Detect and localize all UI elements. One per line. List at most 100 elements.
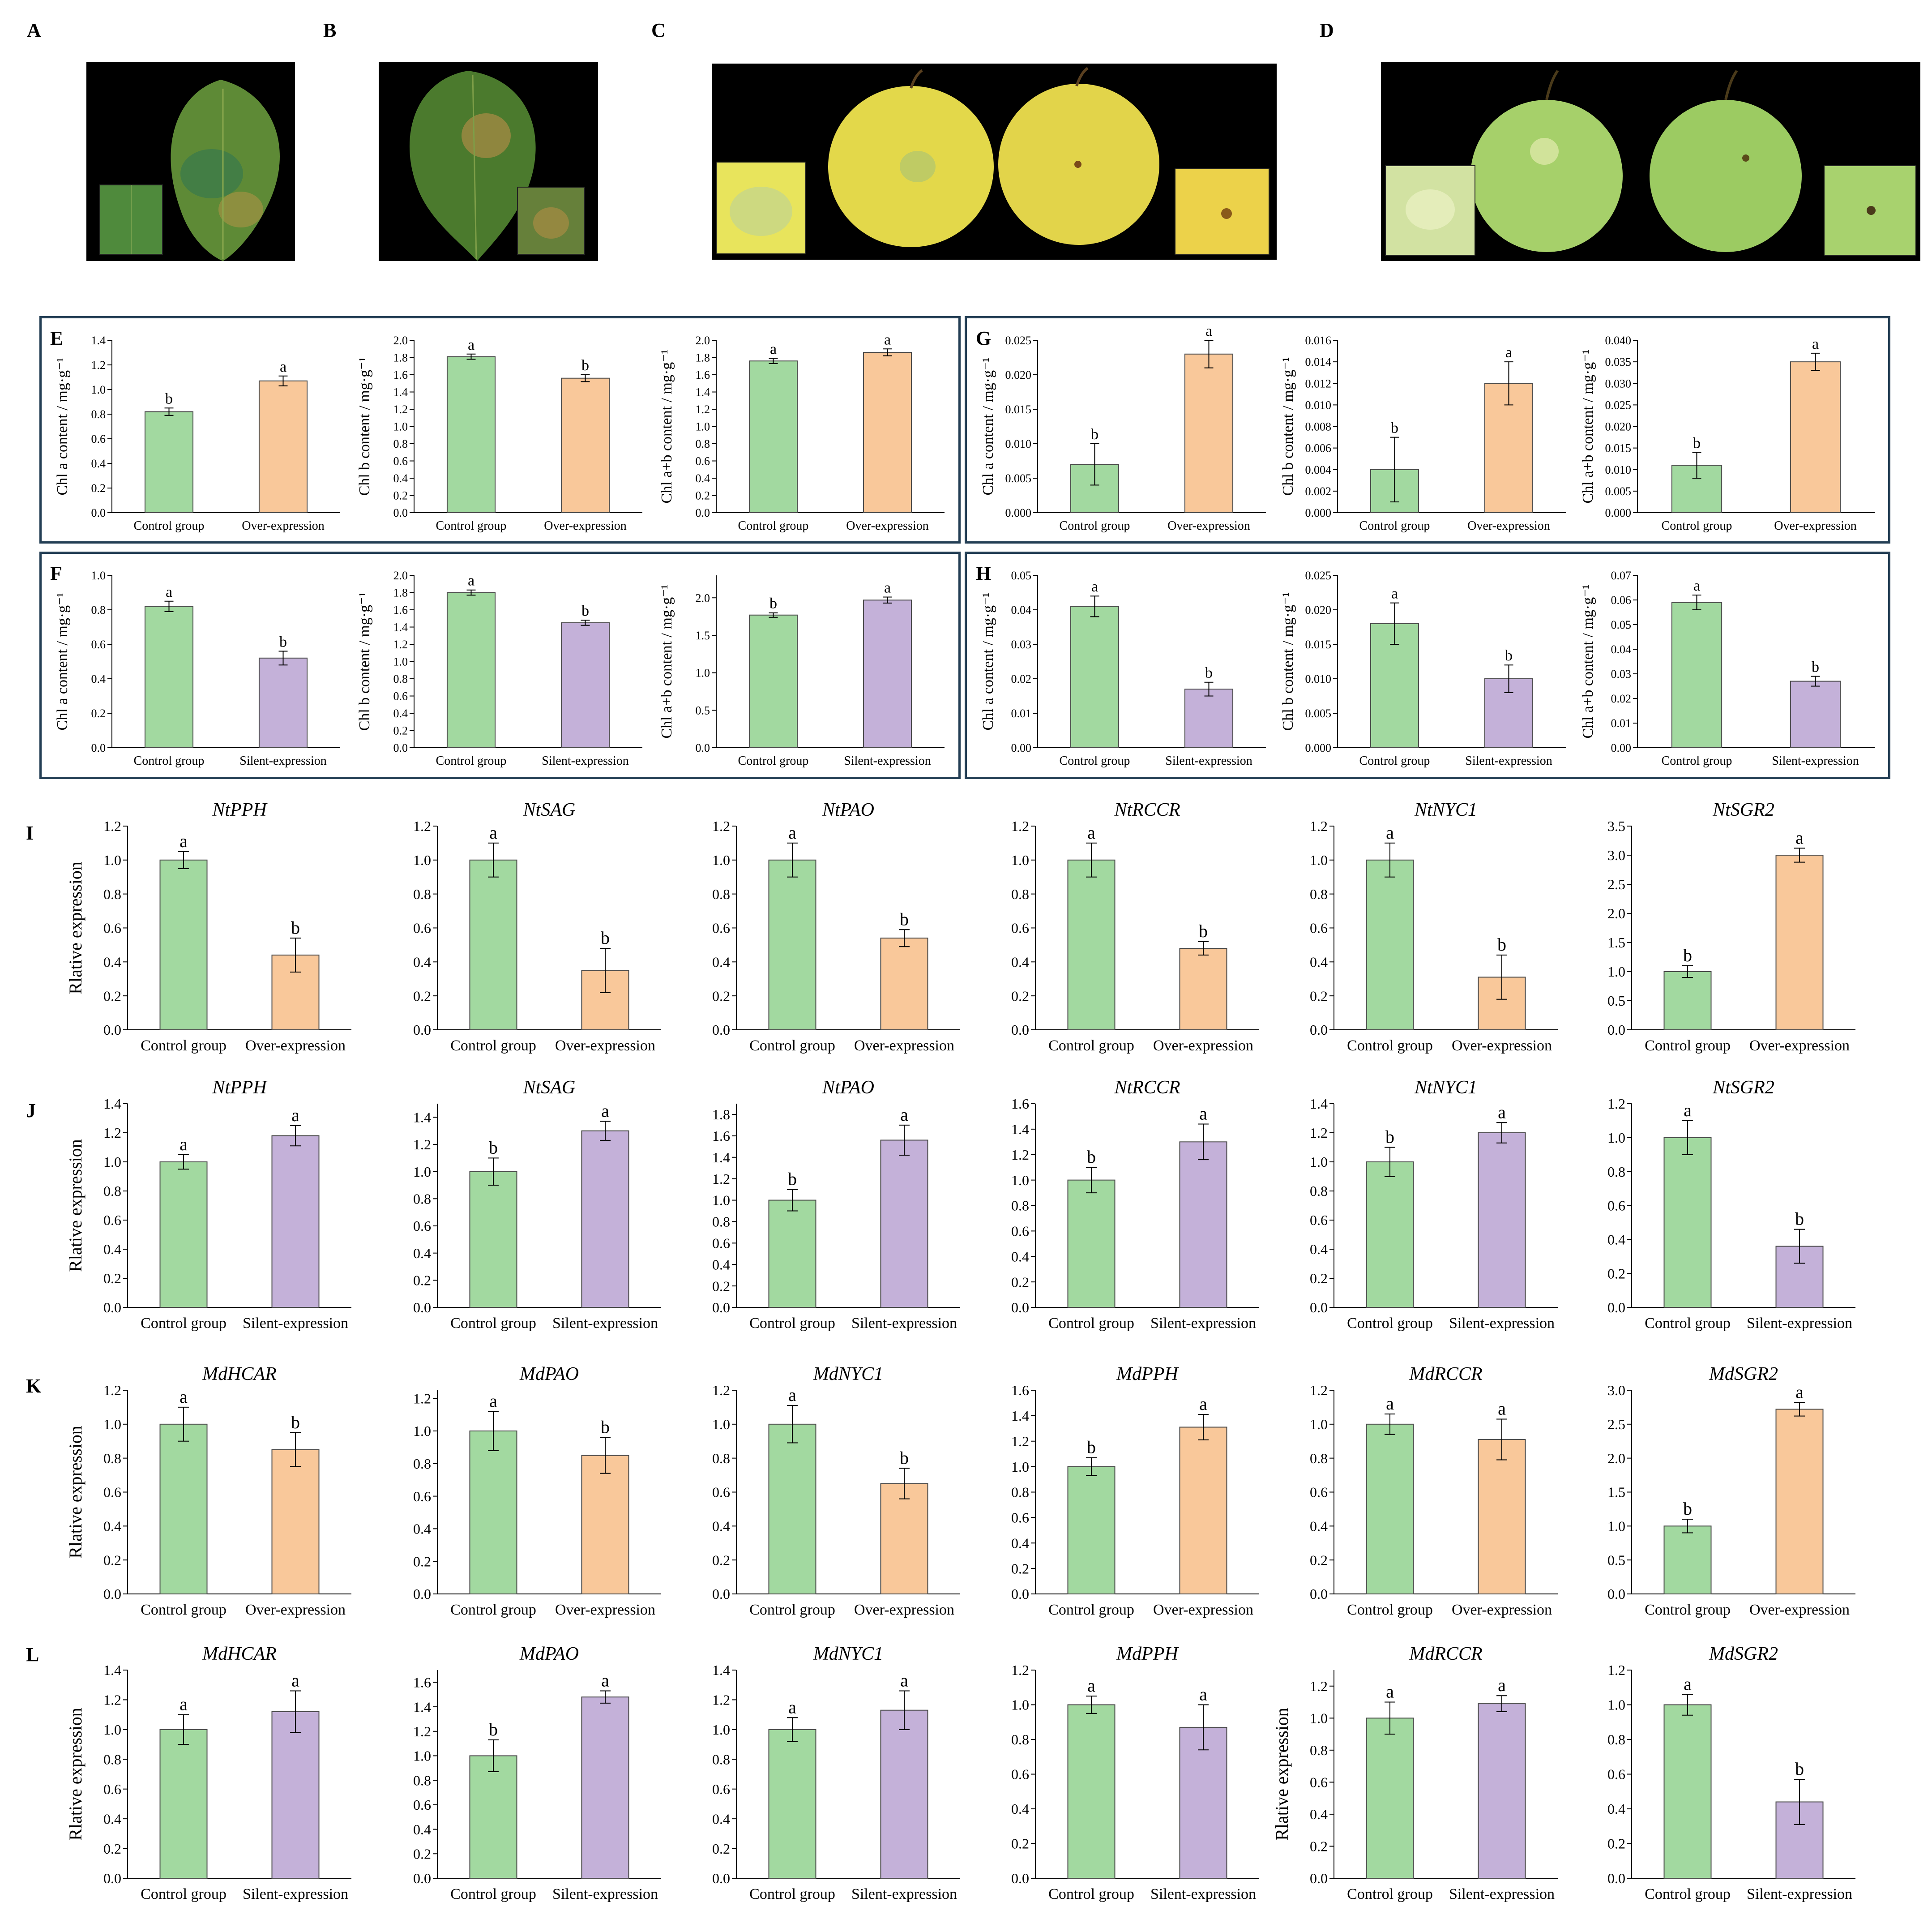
bar-treatment	[880, 938, 928, 1030]
y-tick-label: 1.0	[103, 1416, 121, 1432]
bar-treatment	[863, 600, 912, 748]
y-tick-label: 1.4	[103, 1662, 121, 1678]
y-tick-label: 2.5	[1607, 1416, 1625, 1432]
y-axis-label: Chl a content / mg·g⁻¹	[54, 358, 71, 496]
y-tick-label: 0.05	[1011, 569, 1032, 582]
chart-f1: 0.0 0.2 0.4 0.6 0.8 1.0 Chl a content / mg·g⁻¹…	[54, 569, 340, 768]
bar-control	[469, 859, 517, 1030]
y-tick-label: 0.6	[413, 1488, 431, 1504]
significance-letter: a	[788, 1697, 796, 1717]
significance-letter: a	[1091, 578, 1098, 595]
chart-title: NtRCCR	[1114, 800, 1180, 820]
y-tick-label: 0.4	[393, 472, 408, 485]
photo-leaf-b	[379, 62, 598, 261]
y-tick-label: 1.4	[696, 386, 710, 399]
y-tick-label: 0.6	[393, 690, 408, 703]
significance-letter: a	[788, 822, 796, 843]
chart-k6: MdSGR2 0.0 0.5 1.0 1.5 2.0 2.5 3.0 b Control grou…	[1607, 1364, 1855, 1618]
y-axis-label: Chl a+b content / mg·g⁻¹	[1580, 585, 1596, 739]
y-tick-label: 0.2	[413, 1846, 431, 1862]
y-tick-label: 1.4	[393, 386, 408, 399]
y-tick-label: 0.0	[1310, 1299, 1328, 1315]
x-category-label: Control group	[738, 519, 809, 533]
significance-letter: a	[1795, 1382, 1804, 1402]
y-tick-label: 0.8	[1011, 1484, 1029, 1500]
x-category-label: Control group	[141, 1037, 227, 1054]
x-category-label: Silent-expression	[1150, 1886, 1256, 1902]
bar-control	[1671, 602, 1723, 748]
bar-treatment	[1478, 1132, 1526, 1308]
significance-letter: a	[900, 1105, 908, 1125]
y-tick-label: 0.0	[103, 1586, 121, 1602]
x-category-label: Control group	[1645, 1602, 1731, 1618]
significance-letter: a	[180, 831, 188, 851]
y-tick-label: 1.2	[1607, 1096, 1625, 1112]
y-tick-label: 2.5	[1607, 876, 1625, 892]
y-tick-label: 1.2	[712, 818, 730, 834]
y-tick-label: 1.2	[1310, 1678, 1328, 1694]
chart-j3: NtPAO 0.0 0.2 0.4 0.6 0.8 1.0 1.2 1.4 1.6 1.8 b Cont…	[712, 1077, 960, 1332]
x-category-label: Silent-expression	[1747, 1886, 1852, 1902]
bar-treatment	[880, 1483, 928, 1594]
x-category-label: Silent-expression	[1449, 1886, 1555, 1902]
y-tick-label: 1.5	[1607, 1484, 1625, 1500]
chart-k3: MdNYC1 0.0 0.2 0.4 0.6 0.8 1.0 1.2 a Control grou…	[712, 1364, 960, 1618]
y-tick-label: 0.004	[1305, 463, 1332, 476]
x-category-label: Control group	[749, 1602, 835, 1618]
y-tick-label: 1.0	[393, 420, 408, 433]
y-tick-label: 1.2	[413, 1136, 431, 1152]
x-category-label: Control group	[1347, 1315, 1433, 1332]
y-tick-label: 1.2	[103, 1125, 121, 1141]
y-tick-label: 0.8	[91, 408, 106, 421]
panel-label-c: C	[651, 19, 666, 41]
x-category-label: Over-expression	[1749, 1602, 1850, 1618]
y-tick-label: 2.0	[696, 591, 710, 604]
y-tick-label: 0.6	[1011, 1223, 1029, 1239]
bar-treatment	[1179, 1426, 1227, 1594]
y-tick-label: 0.0	[413, 1586, 431, 1602]
panel-label-i: I	[26, 822, 34, 844]
bar-treatment	[581, 1455, 629, 1594]
y-tick-label: 0.2	[1607, 1265, 1625, 1281]
y-tick-label: 1.0	[413, 1748, 431, 1764]
y-tick-label: 0.000	[1605, 506, 1632, 519]
panel-label-h: H	[976, 562, 992, 584]
chart-title: NtPAO	[822, 1077, 874, 1098]
significance-letter: a	[489, 822, 497, 843]
y-tick-label: 0.006	[1305, 442, 1332, 455]
significance-letter: a	[1199, 1104, 1207, 1124]
chart-title: NtNYC1	[1414, 800, 1477, 820]
y-tick-label: 0.0	[1011, 1870, 1029, 1886]
y-tick-label: 0.0	[1607, 1022, 1625, 1038]
x-category-label: Control group	[738, 754, 809, 768]
y-tick-label: 1.2	[393, 638, 408, 651]
y-tick-label: 0.0	[103, 1022, 121, 1038]
x-category-label: Silent-expression	[851, 1315, 957, 1332]
y-tick-label: 0.2	[712, 1552, 730, 1568]
y-tick-label: 1.0	[1310, 852, 1328, 868]
significance-letter: b	[279, 634, 287, 650]
bar-treatment	[880, 1139, 928, 1308]
bar-control	[1366, 859, 1414, 1030]
significance-letter: a	[1386, 822, 1394, 843]
y-tick-label: 0.8	[1011, 1198, 1029, 1214]
y-tick-label: 0.0	[413, 1870, 431, 1886]
chart-j5: NtNYC1 0.0 0.2 0.4 0.6 0.8 1.0 1.2 1.4 b Control g…	[1310, 1077, 1558, 1332]
y-tick-label: 1.0	[103, 1154, 121, 1170]
y-tick-label: 0.0	[1310, 1586, 1328, 1602]
chart-title: MdHCAR	[202, 1644, 277, 1664]
significance-letter: a	[601, 1101, 609, 1121]
y-tick-label: 0.8	[413, 1191, 431, 1207]
y-tick-label: 0.0	[91, 741, 106, 754]
y-tick-label: 0.6	[1011, 920, 1029, 936]
chart-title: NtPPH	[212, 1077, 268, 1098]
bar-control	[748, 614, 798, 749]
y-tick-label: 1.4	[393, 621, 408, 634]
y-tick-label: 0.2	[413, 1553, 431, 1569]
x-category-label: Over-expression	[846, 519, 929, 533]
x-category-label: Control group	[436, 519, 507, 533]
x-category-label: Over-expression	[1749, 1037, 1850, 1054]
y-tick-label: 1.0	[1011, 1697, 1029, 1713]
y-tick-label: 0.4	[103, 1241, 121, 1257]
y-tick-label: 1.2	[1011, 1433, 1029, 1449]
